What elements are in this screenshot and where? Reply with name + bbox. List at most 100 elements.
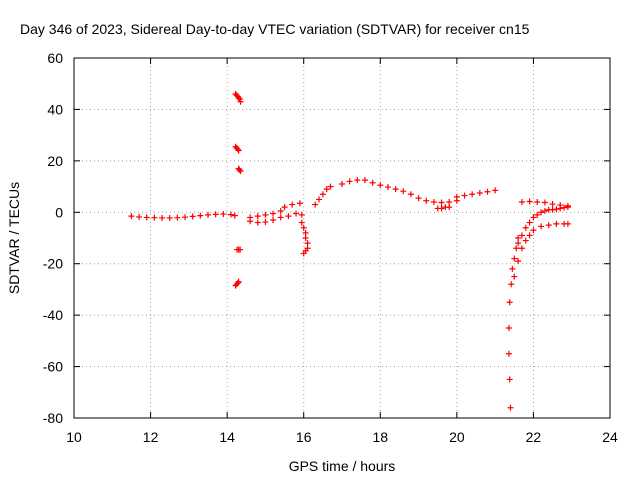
x-axis-label: GPS time / hours	[289, 458, 396, 474]
data-point-curve-lower	[530, 227, 537, 234]
data-point-band-morning	[205, 211, 211, 218]
data-point-curve-upper	[518, 232, 525, 239]
data-point-curve-upper	[530, 214, 537, 221]
x-tick-label: 22	[526, 429, 542, 445]
y-tick-label: -60	[43, 359, 63, 375]
data-point-curve-upper	[538, 209, 545, 216]
data-point-plunge-21.4h	[509, 265, 516, 272]
data-point-band-morning	[182, 214, 189, 221]
data-point-hump-17-19h	[361, 177, 368, 184]
data-point-hump-17-19h	[369, 179, 376, 186]
data-point-band-morning	[143, 214, 150, 221]
data-point-curve-lower	[515, 258, 522, 265]
data-point-band-afternoon-low	[298, 211, 305, 218]
y-tick-label: 40	[47, 101, 63, 117]
data-point-band-morning	[136, 213, 143, 220]
data-point-hump-17-19h	[392, 186, 399, 193]
plot-frame	[73, 57, 611, 419]
data-point-curve-lower	[518, 245, 525, 252]
data-point-rise-16h	[319, 191, 326, 198]
data-point-band-morning	[220, 211, 227, 218]
data-point-dip-16h	[304, 240, 311, 247]
data-point-plunge-21.4h	[506, 376, 513, 383]
data-point-band-late-top	[526, 198, 533, 205]
data-point-segment-19.5h	[438, 205, 445, 212]
y-tick-label: -80	[43, 410, 63, 426]
data-point-plunge-21.4h	[505, 325, 512, 331]
x-tick-label: 10	[66, 429, 82, 445]
data-point-band-late-top	[564, 202, 571, 209]
data-point-band-late-top	[534, 199, 541, 205]
data-point-band-afternoon-high	[254, 213, 261, 220]
x-tick-label: 12	[143, 429, 159, 445]
data-point-spike-mid	[236, 166, 243, 173]
data-point-segment-19.5h	[446, 204, 453, 211]
data-point-curve-upper	[522, 224, 529, 231]
data-point-band-afternoon-high	[296, 200, 303, 207]
data-point-plunge-21.4h	[515, 235, 522, 241]
y-axis-label: SDTVAR / TECUs	[6, 182, 22, 294]
data-point-band-late-top	[557, 202, 564, 209]
data-point-spike-upper	[237, 98, 244, 105]
data-point-curve-upper	[534, 211, 541, 218]
data-point-spike-lower	[235, 278, 242, 285]
data-point-plunge-21.4h	[505, 350, 512, 357]
data-point-spike-mid	[237, 168, 244, 175]
data-point-band-afternoon-low	[270, 217, 277, 223]
data-point-hump-17-19h	[438, 199, 445, 206]
data-point-hump-17-19h	[423, 197, 430, 204]
y-tick-label: -40	[43, 307, 63, 323]
y-tick-label: 60	[47, 50, 63, 66]
data-point-rise-16h	[323, 186, 330, 193]
y-tick-label: -20	[43, 256, 63, 272]
data-point-rise-20-21h	[461, 192, 468, 199]
data-point-spike-lower	[234, 280, 241, 286]
data-point-band-morning	[128, 213, 135, 220]
x-tick-label: 20	[449, 429, 465, 445]
data-point-band-morning	[227, 211, 234, 218]
data-point-curve-upper	[515, 240, 522, 247]
data-point-hump-17-19h	[407, 191, 414, 198]
data-point-band-afternoon-high	[270, 210, 277, 217]
data-point-dip-16h	[302, 229, 309, 236]
data-point-band-morning	[231, 212, 238, 219]
data-point-curve-lower	[545, 222, 552, 229]
x-tick-label: 16	[296, 429, 312, 445]
data-point-dip-16h	[300, 224, 307, 231]
data-point-plunge-21.4h	[506, 299, 513, 306]
data-point-curve-upper	[526, 219, 533, 226]
data-point-band-morning	[212, 211, 219, 218]
data-point-band-afternoon-high	[289, 201, 296, 208]
data-point-band-morning	[174, 214, 181, 221]
data-point-band-morning	[197, 212, 204, 219]
data-point-hump-17-19h	[384, 184, 391, 191]
data-point-band-afternoon-low	[254, 219, 261, 226]
data-point-band-afternoon-low	[262, 219, 269, 226]
data-point-curve-lower	[553, 220, 560, 227]
data-point-rise-16h	[316, 196, 323, 203]
data-point-hump-17-19h	[430, 199, 437, 205]
data-point-dip-16h	[300, 250, 307, 257]
data-point-rise-20-21h	[469, 191, 476, 198]
data-point-plunge-21.4h	[507, 404, 514, 411]
data-point-band-morning	[189, 213, 196, 220]
data-point-rise-16h	[312, 201, 319, 208]
data-point-band-afternoon-low	[285, 213, 292, 220]
chart-title: Day 346 of 2023, Sidereal Day-to-day VTE…	[20, 21, 530, 37]
x-tick-label: 24	[602, 429, 618, 445]
data-point-spike-mid	[235, 147, 242, 154]
data-point-curve-upper	[553, 206, 560, 213]
data-point-curve-lower	[511, 273, 518, 280]
data-point-curve-lower	[564, 220, 571, 227]
data-point-rise-20-21h	[484, 188, 491, 195]
data-point-hump-17-19h	[339, 181, 345, 187]
data-point-curve-lower	[538, 223, 545, 230]
data-point-band-morning	[159, 214, 166, 221]
data-point-band-afternoon-low	[277, 214, 284, 221]
y-tick-label: 0	[55, 204, 63, 220]
data-point-spike-lower	[237, 246, 244, 253]
data-point-band-afternoon-high	[247, 214, 254, 221]
data-point-rise-20-21h	[453, 193, 460, 200]
y-tick-label: 20	[47, 153, 63, 169]
